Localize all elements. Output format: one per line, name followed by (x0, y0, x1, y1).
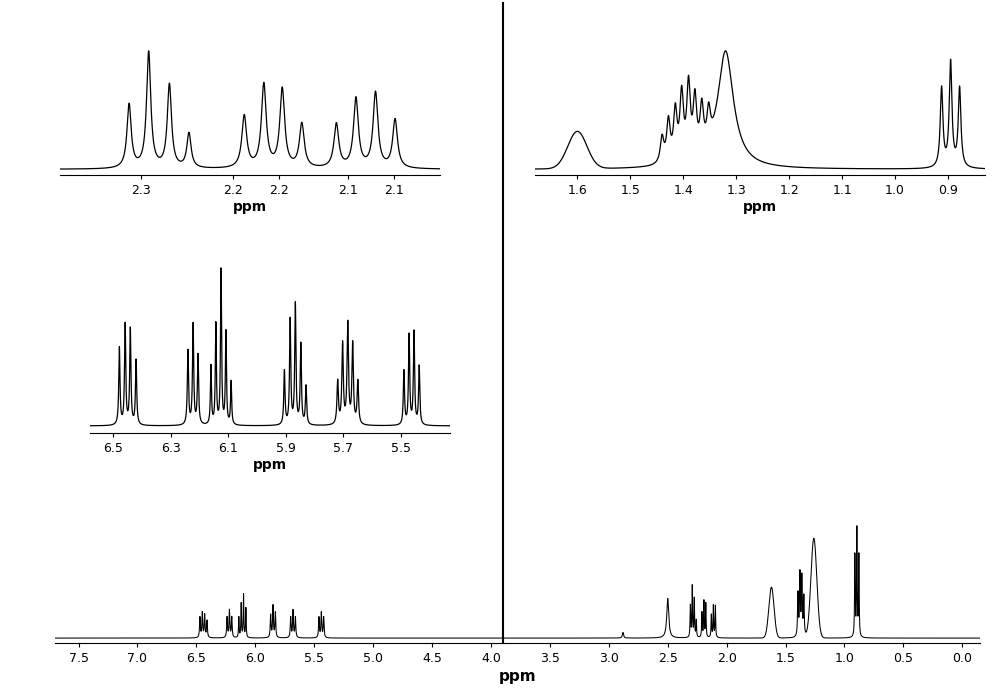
X-axis label: ppm: ppm (743, 199, 777, 214)
X-axis label: ppm: ppm (499, 669, 536, 684)
X-axis label: ppm: ppm (253, 458, 287, 473)
X-axis label: ppm: ppm (233, 199, 267, 214)
